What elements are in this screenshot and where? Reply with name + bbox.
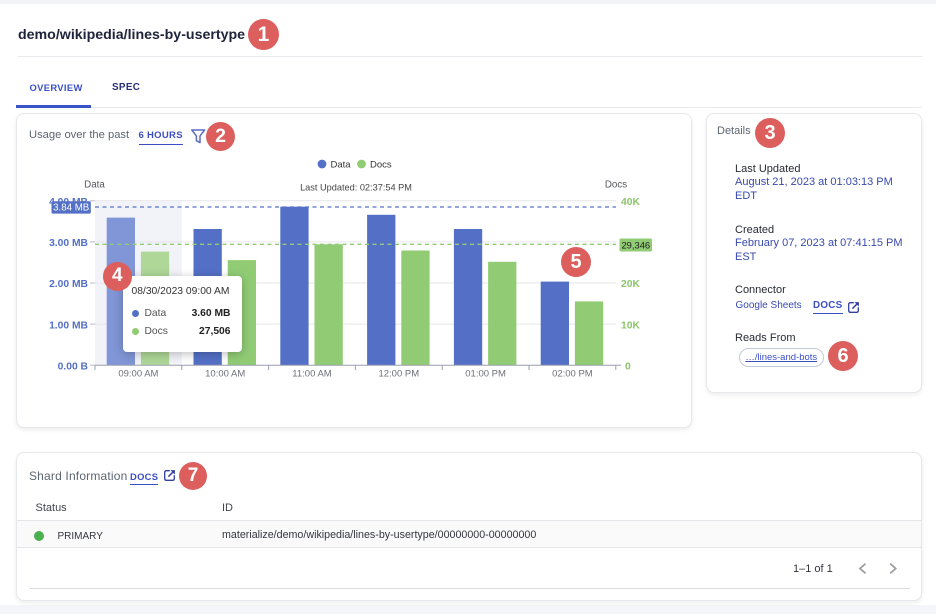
svg-text:10K: 10K [621, 320, 640, 331]
svg-text:Docs: Docs [370, 160, 392, 171]
svg-text:0.00 B: 0.00 B [58, 361, 88, 372]
svg-text:29,346: 29,346 [621, 239, 650, 250]
svg-text:20K: 20K [621, 279, 640, 290]
svg-text:Data: Data [331, 160, 352, 171]
svg-text:2.00 MB: 2.00 MB [49, 279, 88, 290]
svg-text:Data: Data [84, 180, 105, 191]
svg-text:02:00 PM: 02:00 PM [552, 369, 593, 380]
svg-text:0: 0 [625, 361, 631, 372]
svg-text:10:00 AM: 10:00 AM [205, 369, 245, 380]
svg-text:11:00 AM: 11:00 AM [292, 369, 332, 380]
svg-text:Last Updated: 02:37:54 PM: Last Updated: 02:37:54 PM [300, 183, 412, 193]
svg-text:12:00 PM: 12:00 PM [378, 369, 419, 380]
svg-text:3.00 MB: 3.00 MB [49, 238, 88, 249]
svg-text:1.00 MB: 1.00 MB [49, 320, 88, 331]
svg-text:09:00 AM: 09:00 AM [118, 369, 158, 380]
svg-text:01:00 PM: 01:00 PM [465, 369, 506, 380]
svg-text:Docs: Docs [605, 180, 627, 191]
svg-text:3.84 MB: 3.84 MB [53, 203, 89, 214]
svg-text:40K: 40K [621, 197, 640, 208]
